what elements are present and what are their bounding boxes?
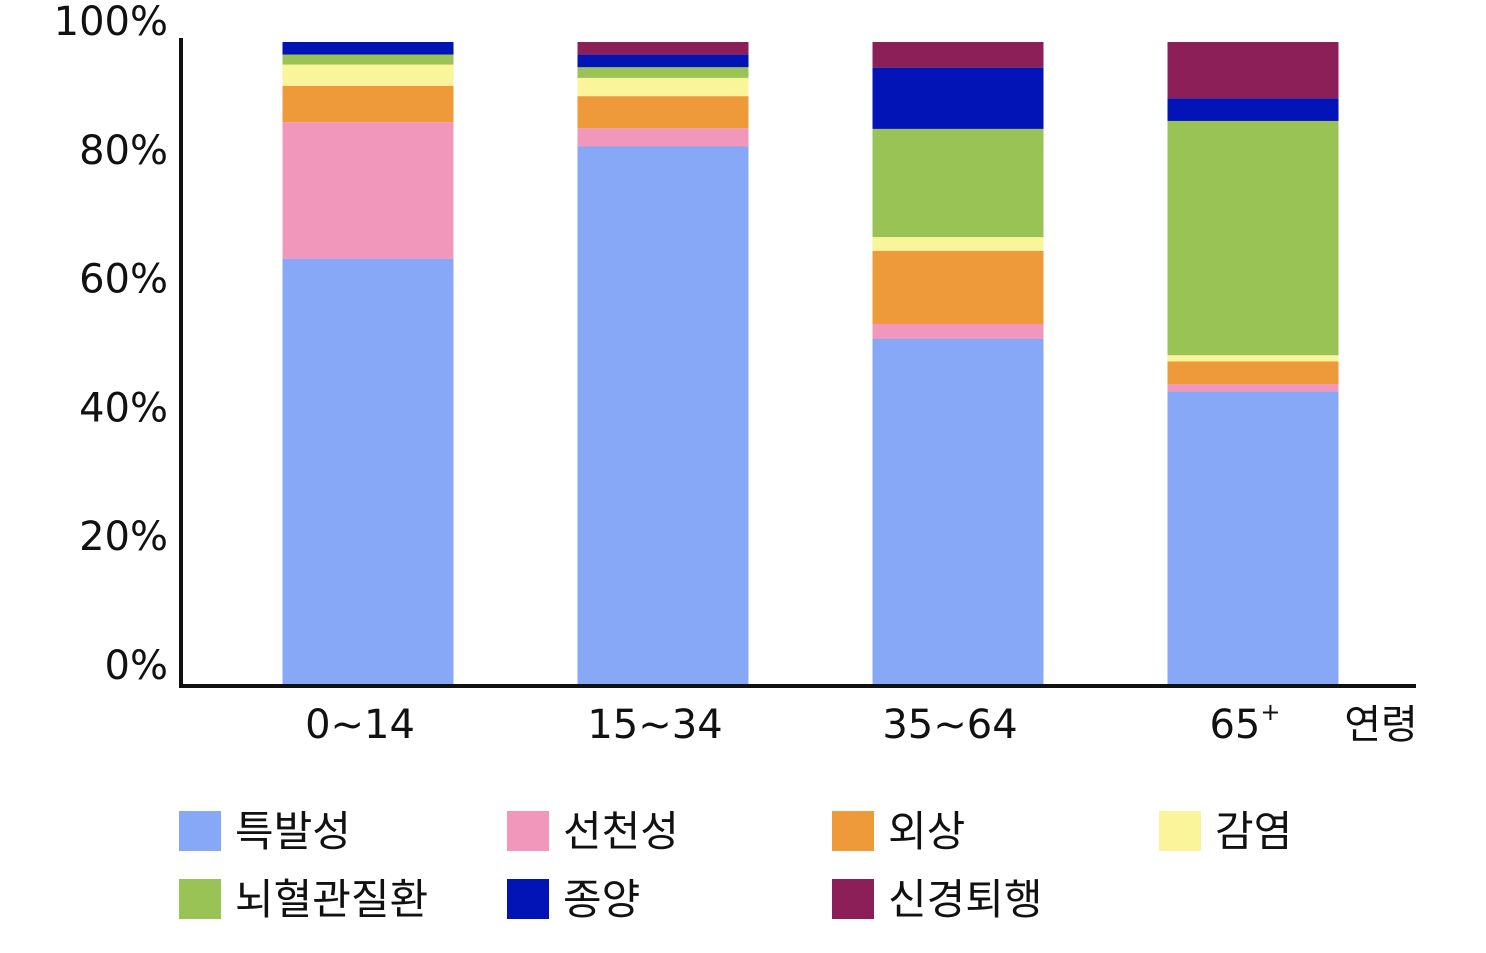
bar-segment-1-1 — [577, 128, 749, 147]
bar-segment-2-6 — [872, 42, 1044, 68]
x-tick-label: 35~64 — [882, 702, 1017, 748]
bar-segment-1-0 — [577, 146, 749, 686]
bar-segment-2-0 — [872, 338, 1044, 686]
y-tick-label: 60% — [79, 257, 168, 303]
bar-segment-1-6 — [577, 42, 749, 55]
y-tick-label: 80% — [79, 128, 168, 174]
bar-segment-2-1 — [872, 323, 1044, 339]
legend-swatch — [832, 879, 874, 919]
bars-layer — [282, 42, 1339, 686]
legend-swatch — [507, 879, 549, 919]
bar-segment-0-4 — [282, 54, 454, 65]
y-tick-label: 0% — [105, 643, 168, 689]
legend-swatch — [179, 811, 221, 851]
bar-segment-2-3 — [872, 237, 1044, 251]
axes-layer — [179, 38, 1416, 688]
legend-label: 외상 — [888, 807, 965, 856]
bar-segment-0-5 — [282, 42, 454, 55]
y-tick-labels: 0% 20% 40% 60% 80% 100% — [54, 0, 168, 689]
bar-segment-1-4 — [577, 67, 749, 78]
bar-segment-3-6 — [1167, 42, 1339, 99]
x-tick-label: 15~34 — [587, 702, 722, 748]
bar-segment-3-2 — [1167, 361, 1339, 385]
bar-segment-1-2 — [577, 96, 749, 129]
x-axis-title: 연령 — [1344, 702, 1418, 748]
bar-segment-3-3 — [1167, 355, 1339, 362]
bar-segment-0-0 — [282, 258, 454, 686]
y-tick-label: 100% — [54, 0, 168, 45]
legend-label: 종양 — [563, 875, 640, 924]
bar-segment-3-0 — [1167, 391, 1339, 686]
y-tick-label: 40% — [79, 385, 168, 431]
legend-swatch — [1159, 811, 1201, 851]
bar-segment-2-5 — [872, 67, 1044, 129]
bar-segment-3-5 — [1167, 98, 1339, 121]
bar-segment-2-4 — [872, 128, 1044, 238]
bar-segment-2-2 — [872, 250, 1044, 324]
legend-swatch — [179, 879, 221, 919]
legend-label: 특발성 — [235, 807, 351, 856]
legend-label: 선천성 — [563, 807, 679, 856]
bar-segment-3-4 — [1167, 120, 1339, 356]
y-tick-label: 20% — [79, 514, 168, 560]
x-tick-labels: 0~14 15~34 35~64 65+ — [305, 698, 1280, 748]
x-tick-label: 0~14 — [305, 702, 415, 748]
bar-segment-0-2 — [282, 85, 454, 123]
legend-label: 신경퇴행 — [888, 875, 1043, 924]
bar-segment-0-1 — [282, 122, 454, 259]
bar-segment-1-3 — [577, 77, 749, 97]
bar-segment-1-5 — [577, 54, 749, 68]
legend-swatch — [507, 811, 549, 851]
legend-swatch — [832, 811, 874, 851]
bar-segment-0-3 — [282, 64, 454, 86]
legend-label: 감염 — [1215, 807, 1292, 856]
bar-segment-3-1 — [1167, 384, 1339, 392]
legend-label: 뇌혈관질환 — [235, 875, 428, 924]
x-tick-label: 65+ — [1209, 698, 1280, 748]
